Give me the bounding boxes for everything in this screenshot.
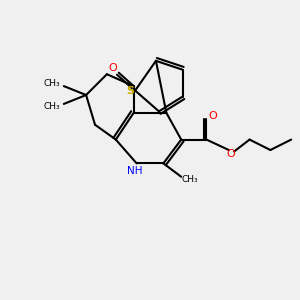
Text: O: O xyxy=(208,111,217,121)
Text: O: O xyxy=(108,63,117,73)
Text: O: O xyxy=(226,148,235,159)
Text: CH₃: CH₃ xyxy=(44,102,60,111)
Text: CH₃: CH₃ xyxy=(44,79,60,88)
Text: S: S xyxy=(127,85,135,96)
Text: NH: NH xyxy=(128,166,143,176)
Text: CH₃: CH₃ xyxy=(182,175,198,184)
